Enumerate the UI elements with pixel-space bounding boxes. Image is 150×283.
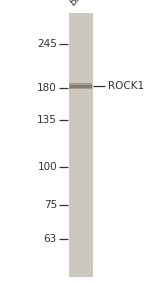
Text: 63: 63: [44, 234, 57, 244]
Text: Brain: Brain: [68, 0, 94, 7]
Text: 135: 135: [37, 115, 57, 125]
Bar: [69, 83, 92, 89]
Text: 180: 180: [37, 83, 57, 93]
Text: 75: 75: [44, 200, 57, 210]
Text: 245: 245: [37, 39, 57, 49]
Bar: [69, 13, 93, 277]
Bar: [70, 85, 92, 88]
Text: ROCK1: ROCK1: [108, 81, 144, 91]
Text: 100: 100: [37, 162, 57, 172]
